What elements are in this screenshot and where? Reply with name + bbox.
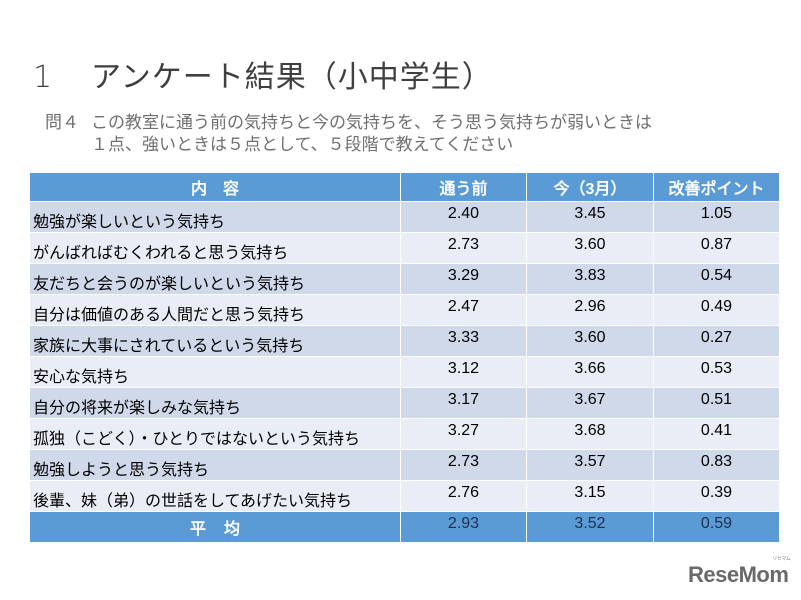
table-row: 自分の将来が楽しみな気持ち 3.17 3.67 0.51 — [29, 387, 780, 419]
row-label: 勉強が楽しいという気持ち — [29, 201, 401, 233]
section-number: 1 — [33, 60, 54, 95]
row-now: 3.60 — [526, 232, 654, 264]
row-before: 3.12 — [400, 356, 527, 388]
average-improvement: 0.59 — [653, 511, 780, 543]
table-row: 孤独（こどく）・ひとりではないという気持ち 3.27 3.68 0.41 — [29, 418, 780, 450]
average-now: 3.52 — [526, 511, 654, 543]
question-text: 問４ この教室に通う前の気持ちと今の気持ちを、そう思う気持ちが弱いときは １点、強… — [45, 112, 652, 156]
row-label: 自分の将来が楽しみな気持ち — [29, 387, 401, 419]
row-improvement: 0.83 — [653, 449, 780, 481]
row-label: 後輩、妹（弟）の世話をしてあげたい気持ち — [29, 480, 401, 512]
row-now: 2.96 — [526, 294, 654, 326]
row-before: 3.27 — [400, 418, 527, 450]
row-now: 3.68 — [526, 418, 654, 450]
table-row: 自分は価値のある人間だと思う気持ち 2.47 2.96 0.49 — [29, 294, 780, 326]
row-improvement: 0.53 — [653, 356, 780, 388]
table-row: 家族に大事にされているという気持ち 3.33 3.60 0.27 — [29, 325, 780, 357]
header-content: 内 容 — [29, 172, 401, 202]
row-label: 勉強しようと思う気持ち — [29, 449, 401, 481]
row-label: がんばればむくわれると思う気持ち — [29, 232, 401, 264]
table-row: がんばればむくわれると思う気持ち 2.73 3.60 0.87 — [29, 232, 780, 264]
row-before: 3.33 — [400, 325, 527, 357]
row-improvement: 0.27 — [653, 325, 780, 357]
table-row: 勉強しようと思う気持ち 2.73 3.57 0.83 — [29, 449, 780, 481]
question-label: 問４ — [45, 113, 79, 133]
header-before: 通う前 — [400, 172, 527, 202]
table-row: 友だちと会うのが楽しいという気持ち 3.29 3.83 0.54 — [29, 263, 780, 295]
title-text: アンケート結果（小中学生） — [91, 60, 493, 95]
row-before: 3.29 — [400, 263, 527, 295]
average-before: 2.93 — [400, 511, 527, 543]
row-now: 3.67 — [526, 387, 654, 419]
row-label: 友だちと会うのが楽しいという気持ち — [29, 263, 401, 295]
table-row: 安心な気持ち 3.12 3.66 0.53 — [29, 356, 780, 388]
table-header-row: 内 容 通う前 今（3月） 改善ポイント — [29, 172, 780, 202]
table-row: 後輩、妹（弟）の世話をしてあげたい気持ち 2.76 3.15 0.39 — [29, 480, 780, 512]
row-improvement: 1.05 — [653, 201, 780, 233]
row-before: 2.73 — [400, 232, 527, 264]
row-label: 家族に大事にされているという気持ち — [29, 325, 401, 357]
header-improvement: 改善ポイント — [653, 172, 780, 202]
row-label: 孤独（こどく）・ひとりではないという気持ち — [29, 418, 401, 450]
average-row: 平均 2.93 3.52 0.59 — [29, 511, 780, 543]
row-improvement: 0.54 — [653, 263, 780, 295]
row-now: 3.45 — [526, 201, 654, 233]
row-improvement: 0.51 — [653, 387, 780, 419]
row-now: 3.57 — [526, 449, 654, 481]
survey-results-table: 内 容 通う前 今（3月） 改善ポイント 勉強が楽しいという気持ち 2.40 3… — [29, 172, 780, 543]
row-now: 3.66 — [526, 356, 654, 388]
logo-kana: リセマム — [772, 556, 791, 562]
resemom-logo: ReseMom リセマム — [688, 556, 791, 588]
row-before: 2.73 — [400, 449, 527, 481]
header-now: 今（3月） — [526, 172, 654, 202]
question-line-1: この教室に通う前の気持ちと今の気持ちを、そう思う気持ちが弱いときは — [91, 113, 652, 133]
row-improvement: 0.41 — [653, 418, 780, 450]
slide-title: 1 アンケート結果（小中学生） — [33, 52, 493, 96]
logo-text: ReseMom — [688, 562, 789, 587]
question-line-2: １点、強いときは５点として、５段階で教えてください — [91, 135, 514, 155]
row-now: 3.60 — [526, 325, 654, 357]
row-improvement: 0.49 — [653, 294, 780, 326]
table-row: 勉強が楽しいという気持ち 2.40 3.45 1.05 — [29, 201, 780, 233]
row-improvement: 0.87 — [653, 232, 780, 264]
average-label: 平均 — [29, 511, 401, 543]
row-now: 3.15 — [526, 480, 654, 512]
row-now: 3.83 — [526, 263, 654, 295]
row-label: 安心な気持ち — [29, 356, 401, 388]
row-label: 自分は価値のある人間だと思う気持ち — [29, 294, 401, 326]
row-before: 2.76 — [400, 480, 527, 512]
row-before: 3.17 — [400, 387, 527, 419]
row-before: 2.47 — [400, 294, 527, 326]
row-before: 2.40 — [400, 201, 527, 233]
row-improvement: 0.39 — [653, 480, 780, 512]
